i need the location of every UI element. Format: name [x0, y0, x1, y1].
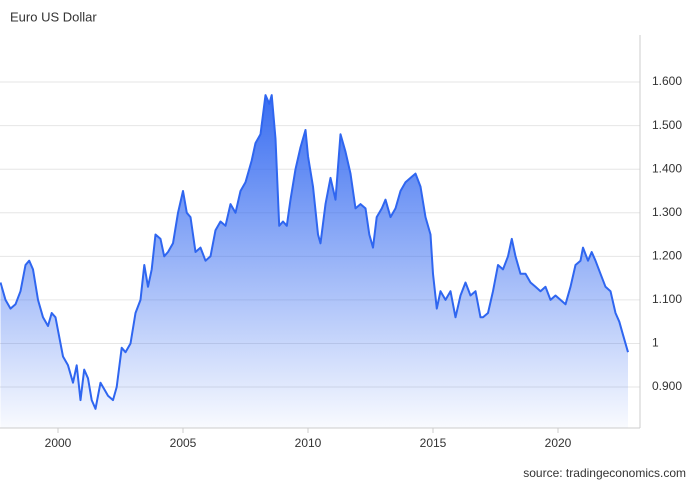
y-tick-label: 1.600 [652, 74, 682, 88]
line [0, 94, 629, 410]
y-tick-label: 1 [652, 336, 659, 350]
y-tick-label: 1.500 [652, 118, 682, 132]
area [0, 95, 628, 428]
source: source: tradingeconomics.com [523, 466, 686, 480]
x-tick-label: 2015 [420, 436, 447, 450]
y-tick-label: 1.300 [652, 205, 682, 219]
x-tick-label: 2010 [295, 436, 322, 450]
y-tick-label: 0.900 [652, 379, 682, 393]
x-tick-label: 2000 [45, 436, 72, 450]
y-tick-label: 1.200 [652, 249, 682, 263]
x-tick-label: 2020 [545, 436, 572, 450]
y-tick-label: 1.100 [652, 292, 682, 306]
x-tick-label: 2005 [170, 436, 197, 450]
y-tick-label: 1.400 [652, 161, 682, 175]
chart-title: Euro US Dollar [10, 9, 97, 24]
